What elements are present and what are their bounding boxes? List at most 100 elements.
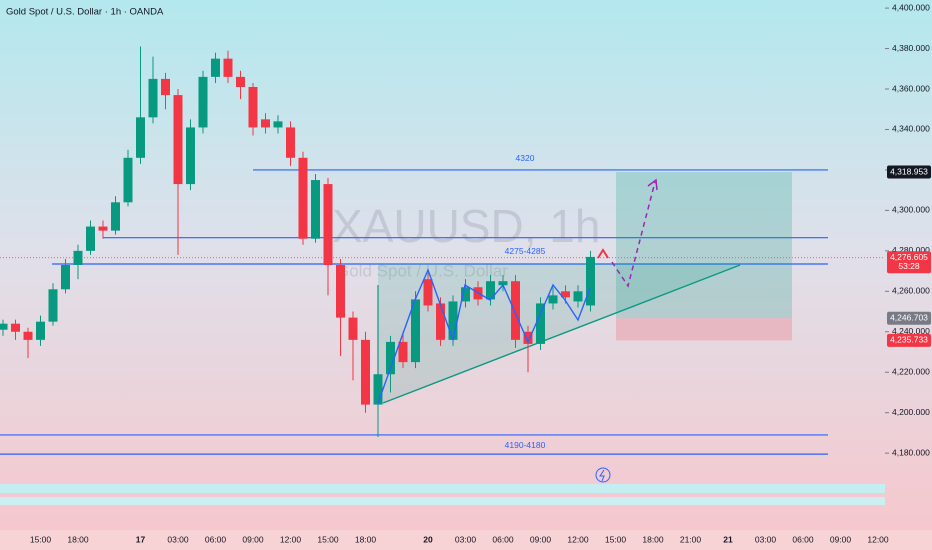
- candle-body: [461, 287, 470, 302]
- band: [0, 497, 885, 505]
- candle-body: [161, 78, 170, 96]
- price-tag-label: 4,246.703: [890, 312, 928, 322]
- x-tick-label: 12:00: [280, 534, 302, 544]
- candle-body: [548, 295, 558, 304]
- candle-body: [273, 121, 283, 128]
- candle-body: [136, 117, 145, 158]
- x-tick-label: 15:00: [317, 534, 339, 544]
- chart-title: Gold Spot / U.S. Dollar · 1h · OANDA: [6, 7, 164, 18]
- x-tick-label: 15:00: [605, 534, 627, 544]
- x-tick-label: 21:00: [680, 534, 702, 544]
- candle-body: [411, 299, 420, 363]
- candle-body: [261, 119, 270, 128]
- y-tick-label: 4,180.000: [892, 447, 930, 457]
- watermark: XAUUSD, 1h: [332, 200, 600, 252]
- price-tag: [887, 333, 931, 347]
- candle-body: [148, 78, 158, 118]
- x-tick-label: 09:00: [530, 534, 552, 544]
- candle-body: [486, 281, 495, 300]
- candle-body: [586, 256, 595, 306]
- candle-body: [511, 281, 520, 340]
- y-tick-label: 4,400.000: [892, 2, 930, 12]
- stop-zone: [616, 318, 792, 341]
- alert-icon[interactable]: [595, 467, 611, 483]
- candle-body: [23, 331, 33, 340]
- candle-body: [123, 157, 133, 203]
- candle-body: [86, 226, 95, 251]
- x-tick-label: 03:00: [455, 534, 477, 544]
- candle-body: [523, 331, 533, 344]
- price-tag-label: 4,276.605: [890, 252, 928, 262]
- level-label: 4275-4285: [505, 246, 546, 256]
- x-tick-label: 06:00: [205, 534, 227, 544]
- candle-body: [173, 95, 183, 185]
- x-tick-label: 12:00: [567, 534, 589, 544]
- x-tick-label: 18:00: [642, 534, 664, 544]
- candle-body: [436, 303, 445, 340]
- candle-body: [373, 374, 383, 405]
- candle-body: [186, 127, 195, 185]
- candle-body: [573, 291, 583, 302]
- candle-body: [286, 127, 295, 158]
- x-tick-label: 18:00: [67, 534, 89, 544]
- x-tick-label: 03:00: [167, 534, 189, 544]
- candle-body: [336, 265, 345, 318]
- countdown: 53:28: [898, 261, 920, 271]
- candle-body: [311, 180, 320, 239]
- candle-body: [398, 341, 408, 363]
- x-tick-label: 03:00: [755, 534, 777, 544]
- price-tag-label: 4,318.953: [890, 166, 928, 176]
- candle-body: [386, 341, 395, 375]
- candle-body: [348, 317, 358, 340]
- candle-body: [98, 226, 108, 231]
- candle-body: [536, 303, 545, 344]
- x-tick-label: 06:00: [492, 534, 514, 544]
- y-tick-label: 4,360.000: [892, 83, 930, 93]
- candle-body: [198, 76, 208, 128]
- price-tag: [887, 165, 931, 179]
- price-tag: [887, 251, 931, 274]
- y-tick-label: 4,260.000: [892, 286, 930, 296]
- candle-body: [223, 58, 233, 77]
- time-axis: [0, 530, 932, 550]
- candle-body: [561, 291, 570, 298]
- y-tick-label: 4,380.000: [892, 43, 930, 53]
- x-tick-label: 12:00: [867, 534, 889, 544]
- target-zone: [616, 172, 792, 319]
- alert-icon[interactable]: [599, 469, 605, 482]
- zigzag: [377, 268, 591, 404]
- candle-body: [448, 301, 458, 340]
- x-tick-label: 18:00: [355, 534, 377, 544]
- projection-arrow: [647, 178, 658, 191]
- y-tick-label: 4,220.000: [892, 366, 930, 376]
- price-tag-label: 4,235.733: [890, 335, 928, 345]
- x-tick-label: 09:00: [830, 534, 852, 544]
- candle-body: [361, 339, 370, 405]
- y-tick-label: 4,300.000: [892, 205, 930, 215]
- projection: [611, 181, 656, 288]
- y-tick-label: 4,200.000: [892, 407, 930, 417]
- candle-body: [36, 321, 45, 340]
- level-label: 4320: [516, 153, 535, 163]
- candle-body: [11, 323, 20, 332]
- y-tick-label: 4,280.000: [892, 245, 930, 255]
- arrow: [597, 248, 609, 259]
- triangle-edge: [382, 264, 741, 404]
- candle-body: [73, 250, 83, 266]
- candle-body: [211, 58, 220, 77]
- x-tick-label: 15:00: [30, 534, 52, 544]
- candle-body: [236, 76, 245, 87]
- band: [0, 484, 885, 493]
- candle-body: [298, 157, 308, 239]
- candle-body: [248, 86, 258, 128]
- candle-body: [498, 281, 508, 286]
- x-tick-label: 21: [723, 534, 733, 544]
- y-tick-label: 4,340.000: [892, 124, 930, 134]
- level-label: 4190-4180: [505, 440, 546, 450]
- candle-body: [0, 323, 8, 330]
- candle-body: [423, 279, 433, 306]
- watermark-subtitle: Gold Spot / U.S. Dollar: [336, 261, 508, 280]
- x-tick-label: 06:00: [792, 534, 814, 544]
- candle-body: [111, 202, 120, 231]
